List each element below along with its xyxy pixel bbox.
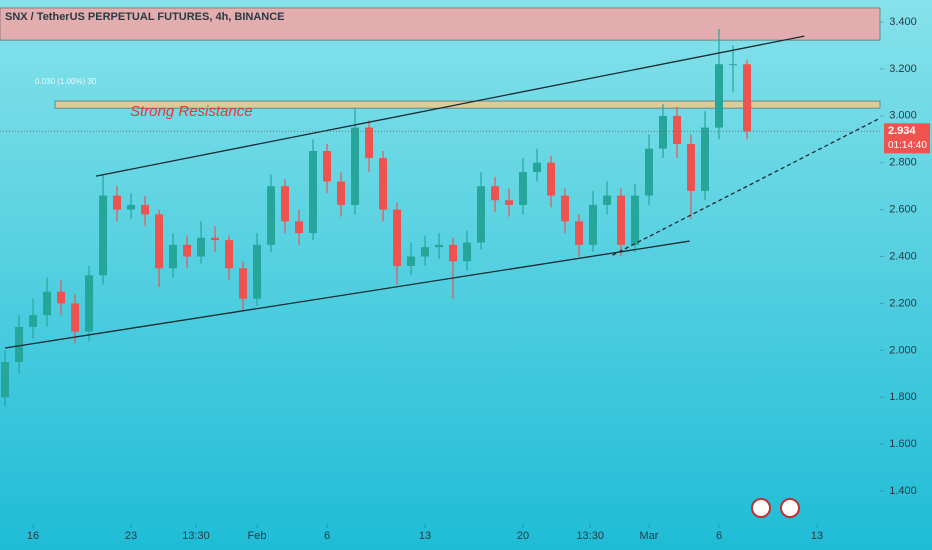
candle-body xyxy=(743,64,752,132)
y-tick-label: 2.400 xyxy=(889,250,917,262)
trendline xyxy=(612,117,881,256)
candle-body xyxy=(337,181,346,205)
candle-body xyxy=(407,256,416,266)
candle-body xyxy=(323,151,332,182)
x-tick-label: 20 xyxy=(517,530,529,542)
candle-body xyxy=(645,148,654,196)
candle-body xyxy=(85,275,94,332)
y-tick-label: 2.600 xyxy=(889,204,917,216)
candle-body xyxy=(29,315,38,327)
candle-body xyxy=(659,115,668,149)
y-tick-label: 3.400 xyxy=(889,16,917,28)
candle-body xyxy=(295,221,304,234)
candle-body xyxy=(533,162,542,173)
candle-body xyxy=(603,195,612,205)
candle-body xyxy=(589,204,598,245)
zone-annotation: Strong Resistance xyxy=(130,103,253,120)
y-tick-label: 2.000 xyxy=(889,344,917,356)
candle-body xyxy=(253,244,262,299)
candle-body xyxy=(617,195,626,245)
candle-body xyxy=(71,303,80,332)
candle-body xyxy=(393,209,402,266)
candle-body xyxy=(57,291,66,304)
candle-body xyxy=(225,240,234,269)
candle-body xyxy=(169,244,178,269)
x-tick-label: 13 xyxy=(811,530,823,542)
candle-body xyxy=(575,221,584,245)
candle-body xyxy=(141,204,150,215)
candle-body xyxy=(673,115,682,144)
x-tick-label: Mar xyxy=(640,530,659,542)
candle-body xyxy=(477,186,486,243)
candle-body xyxy=(155,214,164,269)
candle-body xyxy=(547,162,556,196)
price-zone xyxy=(54,100,881,109)
x-tick-label: 13 xyxy=(419,530,431,542)
y-tick-label: 3.000 xyxy=(889,110,917,122)
price-zone xyxy=(0,7,881,41)
candle-body xyxy=(449,244,458,262)
candle-body xyxy=(239,268,248,299)
x-tick-label: 23 xyxy=(125,530,137,542)
candle-body xyxy=(365,127,374,159)
candle-body xyxy=(421,247,430,257)
event-flag[interactable] xyxy=(780,498,800,518)
chart-title: SNX / TetherUS PERPETUAL FUTURES, 4h, BI… xyxy=(5,11,285,23)
candle-body xyxy=(183,244,192,257)
y-tick-label: 1.400 xyxy=(889,485,917,497)
candle-body xyxy=(15,326,24,363)
x-tick-label: Feb xyxy=(248,530,267,542)
countdown-label: 01:14:40 xyxy=(888,140,927,151)
candle-body xyxy=(211,237,220,241)
candle-body xyxy=(43,291,52,316)
x-tick-label: 16 xyxy=(27,530,39,542)
candle-body xyxy=(435,244,444,248)
x-tick-label: 6 xyxy=(716,530,722,542)
candle-body xyxy=(127,204,136,210)
x-tick-label: 6 xyxy=(324,530,330,542)
trendline xyxy=(4,240,690,349)
change-label: 0.030 (1.00%) 30 xyxy=(35,77,97,86)
plot: Strong Resistance 3.400 3.200 3.000 2.800 2.6… xyxy=(0,7,930,542)
y-tick-label: 2.800 xyxy=(889,157,917,169)
trendline xyxy=(95,35,805,177)
candle-body xyxy=(281,186,290,222)
candle-body xyxy=(99,195,108,276)
candle-body xyxy=(631,195,640,245)
y-tick-label: 3.200 xyxy=(889,63,917,75)
candle-body xyxy=(687,143,696,191)
candle-body xyxy=(351,127,360,205)
candle-body xyxy=(491,186,500,201)
candle-body xyxy=(197,237,206,257)
x-tick-label: 13:30 xyxy=(182,530,210,542)
event-flag[interactable] xyxy=(751,498,771,518)
candle-body xyxy=(463,242,472,262)
candle-body xyxy=(505,200,514,205)
candle-body xyxy=(701,127,710,191)
candle-body xyxy=(379,158,388,210)
candle-body xyxy=(1,362,10,398)
candle-body xyxy=(309,151,318,234)
last-price-label: 2.934 xyxy=(888,125,916,137)
y-tick-label: 1.800 xyxy=(889,391,917,403)
x-tick-label: 13:30 xyxy=(576,530,604,542)
last-price-box xyxy=(884,123,930,154)
candle-body xyxy=(729,64,738,66)
y-tick-label: 1.600 xyxy=(889,438,917,450)
candle-body xyxy=(267,186,276,245)
candle-body xyxy=(519,172,528,205)
candle-body xyxy=(715,64,724,128)
y-tick-label: 2.200 xyxy=(889,297,917,309)
candle-body xyxy=(113,195,122,210)
candle-body xyxy=(561,195,570,222)
